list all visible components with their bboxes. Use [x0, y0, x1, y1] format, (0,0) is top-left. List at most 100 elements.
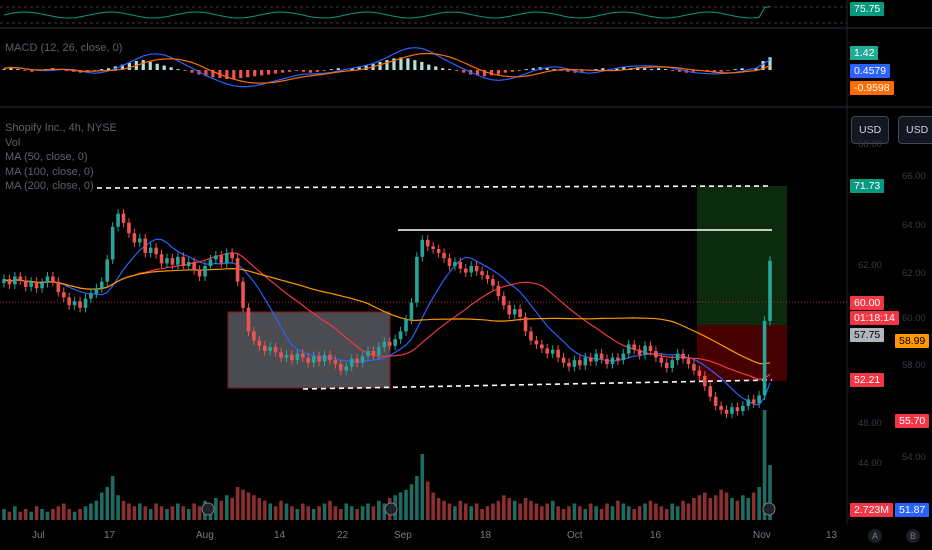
volume-bar	[132, 506, 137, 520]
volume-bar	[349, 506, 354, 520]
volume-bar	[567, 506, 571, 520]
candle-body	[290, 354, 294, 361]
candle-body	[529, 331, 533, 341]
macd-histogram-bar	[336, 68, 340, 70]
x-tick-aug: Aug	[196, 530, 214, 541]
candle-body	[632, 344, 636, 350]
volume-bar	[214, 498, 218, 520]
currency-button-left[interactable]: USD	[851, 116, 890, 144]
macd-histogram-bar	[148, 61, 152, 70]
candle-body	[616, 357, 620, 361]
macd-histogram-bar	[594, 69, 598, 70]
macd-histogram-bar	[524, 69, 528, 70]
candle-body	[583, 357, 588, 366]
x-tick-18: 18	[480, 530, 492, 541]
volume-bar	[181, 506, 186, 520]
candle-body	[686, 358, 691, 365]
candle-body	[89, 293, 93, 299]
macd-histogram-bar	[239, 70, 243, 79]
macd-histogram-bar	[253, 70, 257, 77]
volume-bar	[295, 509, 300, 520]
candle-body	[730, 407, 734, 414]
macd-histogram-bar	[413, 60, 417, 70]
currency-button-right[interactable]: USD	[898, 116, 932, 144]
volume-bar	[170, 506, 175, 520]
volume-bar	[377, 500, 381, 520]
macd-histogram-bar	[260, 70, 264, 76]
volume-bar	[692, 498, 696, 520]
candle-body	[648, 345, 653, 351]
macd-histogram-bar	[754, 68, 758, 70]
volume-bar	[556, 506, 560, 520]
volume-bar	[436, 498, 441, 520]
resistance-price-tag: 71.73	[850, 179, 885, 193]
macd-histogram-bar	[475, 70, 480, 76]
compare-a-button[interactable]: A	[868, 529, 882, 543]
legend-ma50: MA (50, close, 0)	[5, 151, 88, 163]
candle-body	[393, 339, 397, 346]
candle-body	[724, 409, 729, 414]
volume-bar	[502, 495, 506, 520]
y-tick: 66.00	[902, 171, 926, 182]
volume-bar	[257, 498, 262, 520]
y-tick: 62.00	[902, 268, 926, 279]
candle-body	[214, 255, 218, 260]
candle-body	[692, 364, 696, 371]
volume-bar	[344, 503, 349, 520]
volume-bar	[51, 509, 55, 520]
x-tick-13: 13	[826, 530, 838, 541]
compare-b-button[interactable]: B	[906, 529, 920, 543]
volume-bar	[72, 511, 77, 520]
macd-histogram-bar	[280, 70, 285, 73]
rsi-line	[3, 5, 771, 19]
candle-body	[534, 340, 539, 345]
candle-body	[56, 281, 61, 293]
candle-body	[377, 347, 381, 355]
volume-bar	[686, 503, 691, 520]
legend-ma100: MA (100, close, 0)	[5, 165, 94, 178]
macd-histogram-bar	[559, 70, 563, 71]
volume-bar	[447, 503, 452, 520]
macd-histogram-bar	[643, 68, 647, 70]
volume-bar	[599, 509, 604, 520]
candle-body	[186, 262, 191, 266]
candle-body	[159, 254, 164, 264]
volume-bar	[664, 509, 669, 520]
ma-200-line	[3, 267, 771, 365]
candle-body	[703, 375, 707, 387]
legend-ma200: MA (200, close, 0)	[5, 180, 94, 192]
macd-histogram-bar	[16, 69, 20, 70]
volume-bar	[89, 503, 93, 520]
volume-bar	[605, 503, 609, 520]
x-tick-oct: Oct	[567, 530, 583, 541]
volume-bar	[339, 509, 343, 520]
volume-bar	[317, 506, 321, 520]
volume-bar	[540, 506, 544, 520]
candle-body	[78, 301, 82, 308]
volume-bar	[273, 506, 278, 520]
macd-histogram-bar	[441, 68, 445, 70]
macd-histogram-bar	[9, 68, 13, 70]
candle-body	[594, 353, 598, 362]
volume-bar	[453, 506, 457, 520]
candle-body	[67, 297, 71, 306]
volume-bar	[165, 509, 169, 520]
volume-bar	[67, 509, 71, 520]
volume-bar	[746, 498, 751, 520]
volume-bar	[34, 506, 39, 520]
candle-body	[333, 360, 338, 365]
bar-countdown-tag: 01:18:14	[850, 311, 899, 325]
candle-body	[110, 226, 115, 260]
macd-signal-tag: -0.9598	[850, 81, 894, 95]
volume-bar	[550, 500, 555, 520]
volume-bar	[61, 503, 66, 520]
volume-bar	[99, 492, 104, 520]
candle-body	[572, 360, 577, 367]
y-tick: 48.00	[858, 418, 882, 429]
volume-bar	[561, 509, 566, 520]
macd-histogram-bar	[434, 66, 438, 70]
macd-histogram-bar	[636, 67, 640, 70]
volume-bar	[13, 506, 17, 520]
candle-body	[138, 238, 142, 243]
